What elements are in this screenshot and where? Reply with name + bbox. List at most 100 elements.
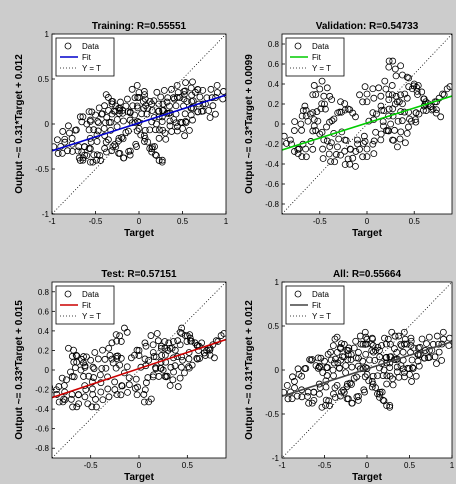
data-point	[166, 117, 174, 125]
x-tick-label: 0.5	[404, 461, 416, 470]
y-tick-label: 0	[45, 120, 50, 129]
data-point	[387, 120, 395, 128]
data-point	[352, 337, 360, 345]
data-point	[126, 151, 134, 159]
data-point	[350, 344, 358, 352]
data-point	[93, 156, 100, 164]
data-point	[161, 338, 169, 345]
data-point	[96, 371, 104, 379]
y-axis-label: Output ~= 0.31*Target + 0.012	[14, 54, 25, 194]
data-point	[302, 153, 310, 161]
data-point	[346, 106, 354, 114]
data-point	[369, 140, 377, 148]
data-point	[337, 356, 345, 364]
data-point	[344, 395, 352, 403]
data-point	[432, 106, 440, 114]
data-point	[142, 342, 150, 350]
data-point	[76, 157, 84, 164]
chart-panel-3: -0.5 0 0.5 -0.8 -0.6 -0.4 -0.2 0 0.2 0.4 0.6 0.8 Tes…	[14, 269, 227, 483]
data-point	[360, 132, 368, 140]
y-axis-label: Output ~= 0.31*Target + 0.012	[244, 300, 255, 440]
x-axis-label: Target	[124, 472, 154, 483]
data-point	[157, 342, 165, 350]
plot-content	[282, 34, 452, 214]
data-point	[319, 155, 327, 162]
data-point	[163, 372, 171, 380]
data-point	[309, 145, 317, 153]
data-point	[362, 333, 370, 341]
data-point	[424, 100, 432, 108]
data-point	[331, 393, 339, 401]
y-tick-label: -1	[42, 210, 50, 219]
data-point	[388, 82, 396, 89]
x-tick-label: -0.5	[84, 461, 98, 470]
data-point	[55, 398, 63, 406]
data-point	[205, 107, 213, 114]
data-point	[360, 139, 367, 147]
data-point	[363, 90, 371, 98]
data-point	[117, 391, 125, 399]
data-point	[185, 355, 193, 363]
data-point	[52, 384, 54, 390]
data-point	[140, 138, 148, 145]
data-point	[87, 356, 95, 364]
legend-data-marker	[294, 42, 302, 50]
x-axis-label: Target	[352, 228, 382, 239]
data-point	[101, 102, 108, 110]
data-point	[394, 117, 402, 125]
data-point	[101, 145, 109, 152]
data-point	[286, 136, 294, 144]
data-point	[373, 110, 380, 118]
x-tick-label: 0.5	[409, 217, 421, 226]
y-tick-label: -0.8	[265, 200, 279, 209]
data-point	[172, 102, 180, 110]
y-tick-label: -0.8	[35, 444, 49, 453]
plot-content	[282, 282, 452, 458]
data-point	[68, 140, 76, 148]
data-point	[103, 114, 111, 121]
data-point	[393, 363, 401, 371]
data-point	[158, 156, 166, 164]
data-point	[353, 393, 361, 401]
data-point	[120, 154, 128, 162]
data-point	[120, 117, 127, 125]
chart-title: Training: R=0.55551	[92, 21, 187, 32]
data-point	[310, 116, 318, 124]
data-point	[143, 110, 151, 118]
data-point	[133, 143, 140, 150]
data-point	[97, 157, 105, 164]
data-point	[206, 114, 214, 121]
data-point	[369, 342, 377, 349]
data-point	[79, 113, 87, 121]
data-point	[363, 335, 371, 343]
data-point	[194, 108, 202, 116]
x-tick-label: 0.5	[177, 217, 189, 226]
data-point	[309, 109, 317, 117]
legend: Data Fit Y = T	[55, 285, 115, 325]
data-point	[284, 395, 292, 403]
data-point	[361, 83, 369, 91]
data-point	[53, 136, 61, 144]
data-point	[168, 85, 175, 93]
data-point	[171, 362, 179, 370]
data-point	[403, 94, 411, 102]
data-point	[89, 385, 96, 393]
data-point	[133, 102, 141, 110]
data-point	[324, 350, 332, 358]
data-point	[305, 399, 313, 407]
data-point	[187, 84, 195, 92]
legend-entry: Data	[82, 290, 99, 299]
data-point	[385, 96, 393, 104]
data-point	[405, 83, 413, 91]
data-point	[298, 393, 306, 401]
y-tick-label: 1	[275, 278, 280, 287]
data-point	[68, 148, 76, 155]
data-point	[318, 77, 326, 85]
data-point	[158, 352, 166, 359]
data-point	[105, 107, 112, 114]
data-point	[178, 324, 186, 332]
data-point	[310, 388, 318, 396]
data-point	[170, 94, 177, 102]
legend-data-marker	[64, 290, 72, 298]
data-point	[435, 348, 443, 356]
